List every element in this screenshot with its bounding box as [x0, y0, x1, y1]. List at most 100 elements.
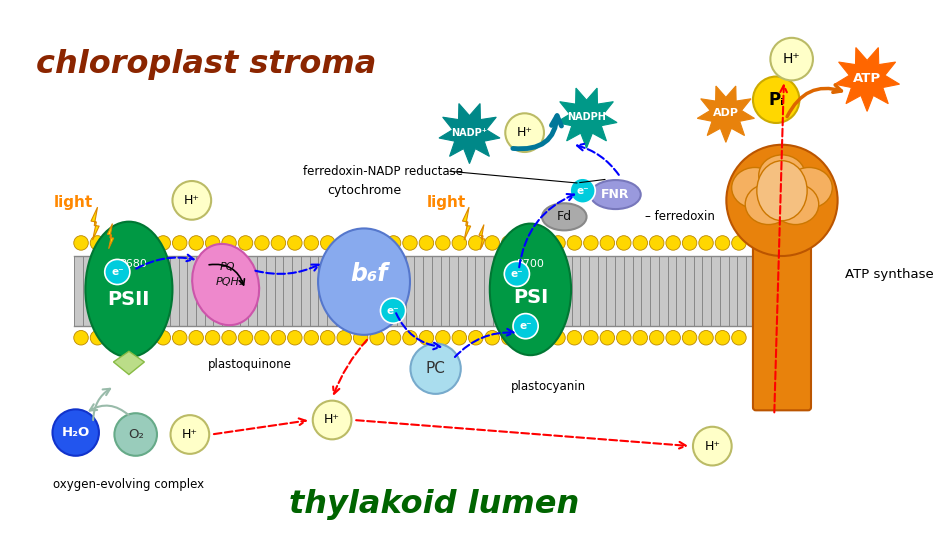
Text: cytochrome: cytochrome — [327, 184, 401, 197]
Text: PSII: PSII — [107, 289, 150, 308]
Circle shape — [699, 331, 713, 345]
Circle shape — [124, 331, 138, 345]
Polygon shape — [463, 207, 470, 240]
Circle shape — [666, 331, 680, 345]
Text: ferredoxin-NADP reductase: ferredoxin-NADP reductase — [303, 165, 463, 178]
Circle shape — [468, 236, 483, 250]
Circle shape — [419, 331, 434, 345]
Circle shape — [106, 331, 122, 345]
Circle shape — [753, 76, 799, 123]
Ellipse shape — [732, 167, 778, 208]
Text: light: light — [427, 195, 466, 210]
Circle shape — [353, 236, 368, 250]
Circle shape — [370, 236, 385, 250]
Circle shape — [617, 236, 631, 250]
Circle shape — [189, 331, 203, 345]
Circle shape — [452, 236, 466, 250]
Text: H⁺: H⁺ — [324, 414, 340, 427]
Circle shape — [567, 236, 581, 250]
FancyArrowPatch shape — [455, 329, 514, 357]
FancyArrowPatch shape — [93, 389, 110, 420]
Circle shape — [337, 236, 352, 250]
Text: H₂O: H₂O — [62, 426, 90, 439]
Circle shape — [715, 236, 730, 250]
Circle shape — [567, 331, 581, 345]
Circle shape — [90, 331, 104, 345]
Circle shape — [387, 236, 401, 250]
Text: e⁻: e⁻ — [577, 186, 589, 196]
Circle shape — [171, 415, 209, 454]
Circle shape — [502, 331, 516, 345]
Circle shape — [221, 236, 237, 250]
Polygon shape — [835, 48, 900, 111]
Circle shape — [666, 236, 680, 250]
Circle shape — [715, 331, 730, 345]
Circle shape — [205, 236, 219, 250]
Ellipse shape — [490, 224, 571, 355]
Text: oxygen-evolving complex: oxygen-evolving complex — [53, 478, 204, 491]
Text: ADP: ADP — [712, 108, 739, 118]
Circle shape — [570, 178, 596, 203]
Circle shape — [337, 331, 352, 345]
Circle shape — [600, 236, 615, 250]
Circle shape — [74, 236, 88, 250]
Circle shape — [732, 236, 746, 250]
Text: PSI: PSI — [513, 288, 548, 307]
Circle shape — [682, 331, 697, 345]
FancyArrowPatch shape — [787, 85, 842, 117]
Circle shape — [633, 331, 648, 345]
Ellipse shape — [192, 244, 259, 325]
Text: PC: PC — [426, 361, 446, 376]
Circle shape — [518, 236, 532, 250]
Polygon shape — [479, 224, 485, 250]
Circle shape — [353, 331, 368, 345]
Circle shape — [484, 236, 500, 250]
Text: PQH₂: PQH₂ — [216, 276, 244, 287]
Bar — [74, 255, 755, 326]
Text: H⁺: H⁺ — [704, 440, 720, 453]
Circle shape — [255, 331, 269, 345]
Ellipse shape — [542, 203, 586, 230]
Ellipse shape — [745, 184, 791, 224]
Text: ATP: ATP — [853, 72, 882, 85]
Circle shape — [221, 331, 237, 345]
Circle shape — [173, 331, 187, 345]
Circle shape — [502, 236, 516, 250]
Ellipse shape — [727, 145, 838, 256]
Circle shape — [156, 236, 171, 250]
Text: chloroplast stroma: chloroplast stroma — [36, 49, 376, 80]
Polygon shape — [697, 86, 754, 143]
FancyArrowPatch shape — [89, 404, 129, 415]
Circle shape — [617, 331, 631, 345]
Circle shape — [205, 331, 219, 345]
Text: O₂: O₂ — [127, 428, 143, 441]
Circle shape — [468, 331, 483, 345]
Ellipse shape — [757, 161, 808, 221]
Circle shape — [484, 331, 500, 345]
FancyArrowPatch shape — [513, 115, 561, 149]
Circle shape — [304, 331, 318, 345]
Circle shape — [288, 331, 302, 345]
FancyArrowPatch shape — [136, 255, 194, 269]
Polygon shape — [439, 104, 500, 164]
Circle shape — [633, 236, 648, 250]
Circle shape — [156, 331, 171, 345]
Circle shape — [313, 401, 352, 440]
Circle shape — [114, 413, 157, 456]
Circle shape — [452, 331, 466, 345]
Circle shape — [682, 236, 697, 250]
Circle shape — [770, 38, 813, 80]
Circle shape — [52, 409, 99, 456]
Circle shape — [106, 236, 122, 250]
Ellipse shape — [86, 222, 173, 357]
Circle shape — [140, 331, 154, 345]
Circle shape — [600, 331, 615, 345]
FancyArrowPatch shape — [396, 313, 440, 349]
Circle shape — [551, 331, 565, 345]
Text: Pᵢ: Pᵢ — [769, 91, 784, 109]
Circle shape — [271, 331, 286, 345]
Circle shape — [534, 236, 549, 250]
Text: thylakoid lumen: thylakoid lumen — [289, 489, 579, 520]
Ellipse shape — [772, 184, 819, 224]
Circle shape — [505, 113, 544, 152]
